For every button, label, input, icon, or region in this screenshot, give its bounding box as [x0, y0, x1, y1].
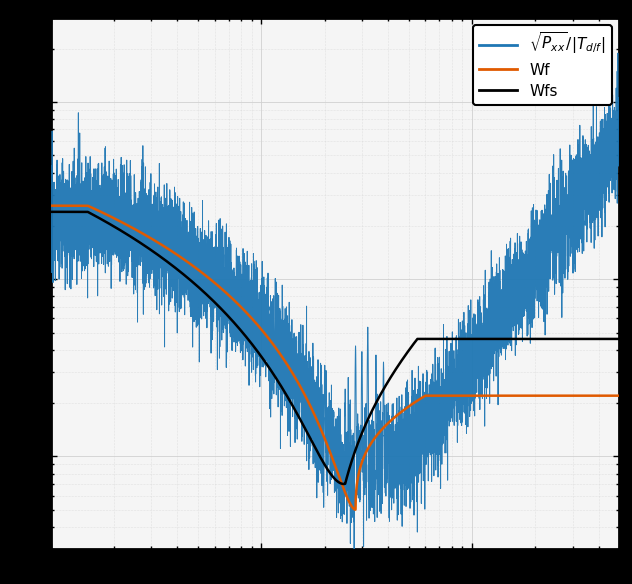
Legend: $\sqrt{P_{xx}}/|T_{d/f}|$, Wf, Wfs: $\sqrt{P_{xx}}/|T_{d/f}|$, Wf, Wfs [473, 25, 612, 105]
